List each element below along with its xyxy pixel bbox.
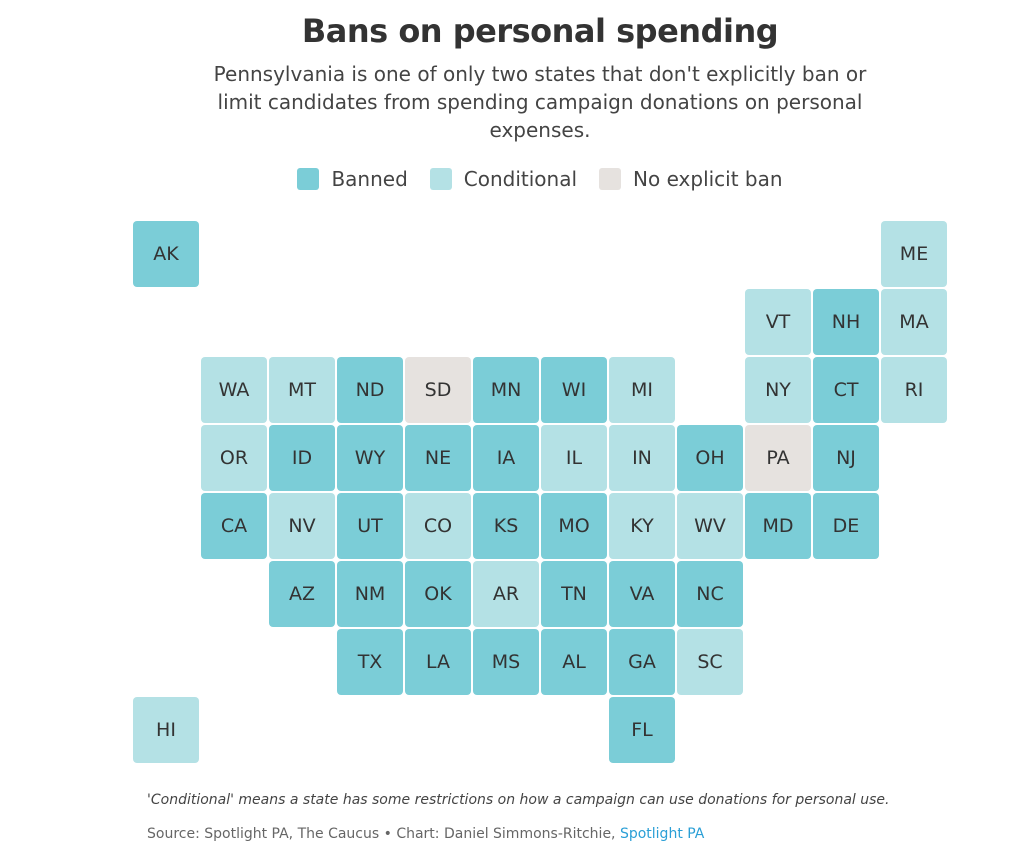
state-tile-id: ID (269, 425, 335, 491)
state-tile-nc: NC (677, 561, 743, 627)
state-tile-il: IL (541, 425, 607, 491)
state-tile-ut: UT (337, 493, 403, 559)
state-tile-ks: KS (473, 493, 539, 559)
state-tile-wv: WV (677, 493, 743, 559)
state-tile-mn: MN (473, 357, 539, 423)
state-tile-mi: MI (609, 357, 675, 423)
state-tile-in: IN (609, 425, 675, 491)
state-tile-ia: IA (473, 425, 539, 491)
chart-subtitle: Pennsylvania is one of only two states t… (213, 62, 867, 142)
legend-item-no-explicit-ban: No explicit ban (599, 167, 783, 191)
state-tile-mo: MO (541, 493, 607, 559)
state-tile-me: ME (881, 221, 947, 287)
legend-swatch-banned (297, 168, 320, 190)
legend-swatch-conditional (429, 168, 452, 190)
legend-label-conditional: Conditional (463, 167, 578, 191)
state-tile-wi: WI (541, 357, 607, 423)
state-tile-la: LA (405, 629, 471, 695)
state-tile-nv: NV (269, 493, 335, 559)
legend-label-banned: Banned (331, 167, 408, 191)
legend-item-banned: Banned (297, 167, 408, 191)
state-tile-or: OR (201, 425, 267, 491)
state-tile-ne: NE (405, 425, 471, 491)
state-tile-nm: NM (337, 561, 403, 627)
state-tile-co: CO (405, 493, 471, 559)
state-tile-nh: NH (813, 289, 879, 355)
state-tile-ct: CT (813, 357, 879, 423)
state-tile-nd: ND (337, 357, 403, 423)
state-tile-vt: VT (745, 289, 811, 355)
legend: Banned Conditional No explicit ban (0, 166, 1023, 192)
state-tile-md: MD (745, 493, 811, 559)
state-tile-fl: FL (609, 697, 675, 763)
legend-item-conditional: Conditional (429, 167, 578, 191)
state-tile-ri: RI (881, 357, 947, 423)
state-tile-ny: NY (745, 357, 811, 423)
state-tile-al: AL (541, 629, 607, 695)
state-tile-sc: SC (677, 629, 743, 695)
state-tile-ms: MS (473, 629, 539, 695)
source-text: Source: Spotlight PA, The Caucus • Chart… (147, 826, 620, 842)
state-tile-de: DE (813, 493, 879, 559)
state-tile-wa: WA (201, 357, 267, 423)
state-tile-oh: OH (677, 425, 743, 491)
state-tile-ky: KY (609, 493, 675, 559)
state-tile-ga: GA (609, 629, 675, 695)
state-tile-sd: SD (405, 357, 471, 423)
source-line: Source: Spotlight PA, The Caucus • Chart… (147, 826, 1007, 842)
state-tile-tx: TX (337, 629, 403, 695)
source-link[interactable]: Spotlight PA (619, 826, 705, 842)
state-tile-ma: MA (881, 289, 947, 355)
state-tile-va: VA (609, 561, 675, 627)
chart-title: Bans on personal spending (301, 12, 779, 50)
state-tile-ca: CA (201, 493, 267, 559)
state-tile-wy: WY (337, 425, 403, 491)
state-tile-pa: PA (745, 425, 811, 491)
state-tile-ar: AR (473, 561, 539, 627)
state-tile-nj: NJ (813, 425, 879, 491)
state-tile-ak: AK (133, 221, 199, 287)
state-tile-hi: HI (133, 697, 199, 763)
legend-label-no-explicit-ban: No explicit ban (633, 167, 783, 191)
footnote: 'Conditional' means a state has some res… (147, 792, 890, 808)
state-tile-mt: MT (269, 357, 335, 423)
state-tile-az: AZ (269, 561, 335, 627)
state-tile-ok: OK (405, 561, 471, 627)
legend-swatch-no-explicit-ban (599, 168, 622, 190)
state-tile-tn: TN (541, 561, 607, 627)
